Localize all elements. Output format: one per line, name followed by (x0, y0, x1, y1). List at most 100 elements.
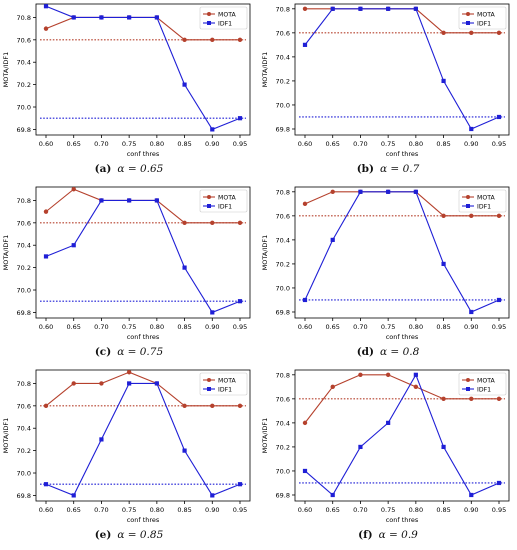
x-tick-label: 0.90 (205, 140, 219, 148)
idf1-series-line (45, 382, 241, 497)
y-tick-label: 70.8 (17, 197, 31, 205)
y-tick-label: 70.0 (276, 467, 290, 475)
mota-point (441, 213, 446, 219)
mota-point (237, 403, 243, 409)
mota-legend-marker (207, 12, 211, 16)
x-tick-label: 0.90 (464, 140, 478, 148)
x-axis-label: conf thres (386, 516, 419, 524)
line-chart: 69.8 70.0 70.2 70.4 70.6 70.8 0.60 0.65 0.70 0.75… (2, 186, 251, 341)
plot-frame (35, 3, 251, 136)
idf1-point (330, 237, 335, 242)
x-tick-label: 0.75 (122, 323, 136, 331)
mota-legend-marker (466, 195, 470, 199)
x-tick-label: 0.65 (66, 323, 80, 331)
y-tick-label: 69.8 (276, 125, 290, 133)
y-axis-label: MOTA/IDF1 (261, 418, 269, 454)
idf1-point (210, 310, 215, 315)
x-tick-label: 0.85 (436, 140, 450, 148)
mota-point (210, 220, 215, 226)
mota-point (441, 30, 446, 36)
idf1-point (386, 6, 391, 11)
mota-legend-marker (466, 378, 470, 382)
idf1-point (302, 297, 308, 303)
mota-series-line (45, 371, 240, 407)
y-tick-label: 70.8 (17, 14, 31, 22)
idf1-point (127, 381, 132, 386)
line-chart: 69.8 70.0 70.2 70.4 70.6 70.8 0.60 0.65 0.70 0.75… (261, 186, 510, 341)
idf1-point (99, 437, 104, 442)
idf1-legend-marker (466, 21, 470, 25)
idf1-point (413, 372, 418, 377)
x-tick-label: 0.60 (39, 323, 53, 331)
idf1-legend-label: IDF1 (477, 203, 491, 210)
x-tick-label: 0.85 (436, 506, 450, 514)
y-tick-label: 70.2 (276, 443, 290, 451)
mota-legend-label: MOTA (477, 194, 496, 201)
mota-point (99, 381, 104, 386)
idf1-legend-marker (466, 387, 470, 391)
idf1-point (71, 493, 76, 498)
x-tick-label: 0.90 (464, 506, 478, 514)
y-tick-label: 69.8 (276, 308, 290, 316)
plot-frame (294, 3, 510, 136)
line-chart: 69.8 70.0 70.2 70.4 70.6 70.8 0.60 0.65 0.70 0.75… (2, 3, 251, 158)
x-tick-label: 0.85 (177, 323, 191, 331)
caption-label: (f) (358, 529, 373, 541)
x-tick-label: 0.60 (298, 323, 312, 331)
idf1-point (358, 444, 363, 450)
x-tick-label: 0.80 (150, 140, 164, 148)
legend: MOTA IDF1 (458, 189, 507, 213)
caption-alpha: α = 0.7 (380, 163, 420, 175)
mota-point (71, 381, 76, 386)
caption-label: (c) (94, 346, 112, 358)
x-tick-label: 0.70 (353, 323, 367, 331)
mota-point (182, 403, 187, 409)
idf1-point (71, 15, 76, 20)
x-tick-label: 0.65 (66, 140, 80, 148)
mota-point (330, 384, 335, 390)
idf1-series-line (304, 8, 500, 130)
x-tick-label: 0.60 (298, 140, 312, 148)
idf1-point (127, 15, 132, 20)
idf1-point (43, 4, 49, 9)
idf1-point (496, 114, 502, 120)
caption-label: (b) (356, 163, 374, 175)
y-tick-label: 70.0 (276, 284, 290, 292)
idf1-point (330, 6, 335, 11)
mota-point (237, 37, 243, 43)
y-tick-label: 70.0 (17, 287, 31, 295)
x-tick-label: 0.80 (150, 323, 164, 331)
caption-alpha: α = 0.75 (117, 346, 164, 358)
x-tick-label: 0.65 (325, 506, 339, 514)
idf1-point (441, 444, 446, 450)
y-tick-label: 70.8 (276, 5, 290, 13)
x-tick-label: 0.70 (94, 323, 108, 331)
idf1-legend-label: IDF1 (477, 386, 491, 393)
y-tick-label: 70.4 (17, 59, 31, 67)
idf1-point (386, 189, 391, 194)
idf1-legend-label: IDF1 (477, 20, 491, 27)
x-tick-label: 0.95 (233, 506, 247, 514)
legend: MOTA IDF1 (458, 372, 507, 396)
idf1-point (43, 254, 49, 259)
panel-caption: (f) α = 0.9 (259, 529, 517, 541)
caption-label: (e) (94, 529, 112, 541)
chart-panel: 69.8 70.0 70.2 70.4 70.6 70.8 0.60 0.65 0.70 0.75… (0, 183, 258, 366)
legend: MOTA IDF1 (199, 189, 248, 213)
idf1-point (413, 6, 418, 11)
plot-frame (294, 369, 510, 502)
idf1-point (43, 482, 49, 487)
panel-caption: (d) α = 0.8 (259, 346, 517, 358)
plot-frame (35, 186, 251, 319)
idf1-point (496, 297, 502, 303)
idf1-series-line (45, 5, 241, 131)
idf1-series-line (304, 191, 500, 313)
idf1-point (99, 198, 104, 203)
legend: MOTA IDF1 (199, 6, 248, 30)
y-tick-label: 70.0 (17, 470, 31, 478)
idf1-point (386, 420, 391, 425)
idf1-point (154, 15, 159, 20)
y-tick-label: 70.6 (17, 36, 31, 44)
idf1-point (237, 116, 243, 121)
